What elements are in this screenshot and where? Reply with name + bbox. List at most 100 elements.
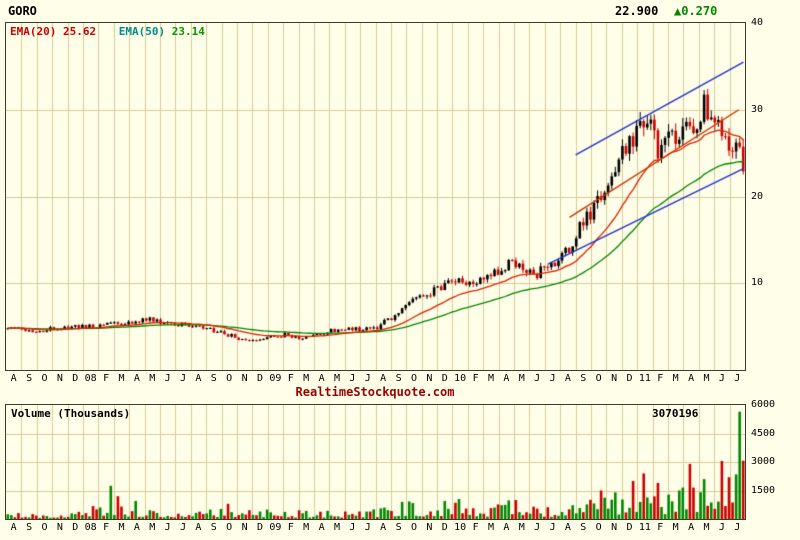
month-label: J <box>549 522 556 533</box>
month-label: 08 <box>84 522 97 533</box>
month-label: N <box>56 522 63 533</box>
month-label: A <box>503 522 510 533</box>
volume-axis-tick: 6000 <box>751 399 776 410</box>
month-label: A <box>380 522 387 533</box>
month-label: S <box>26 522 33 533</box>
month-label: J <box>718 373 725 384</box>
month-label: M <box>333 373 341 384</box>
month-label: D <box>441 522 448 533</box>
month-label: J <box>180 373 187 384</box>
month-label: S <box>210 373 217 384</box>
month-label: M <box>672 373 679 384</box>
month-label: A <box>564 373 571 384</box>
month-label: J <box>364 373 371 384</box>
volume-month-labels: A S O N D 08 F M A M J J A S O N D 09 F M A M J J A S O N D 10 F M A M J J A… <box>0 522 760 534</box>
volume-axis-tick: 3000 <box>751 456 776 467</box>
volume-chart-canvas <box>6 405 745 519</box>
month-label: M <box>118 522 125 533</box>
month-label: A <box>10 522 17 533</box>
month-label: N <box>56 373 63 384</box>
month-label: S <box>395 522 402 533</box>
month-label: F <box>103 522 110 533</box>
month-label: N <box>241 373 248 384</box>
month-label: 09 <box>269 373 282 384</box>
ema20-legend: EMA(20) 25.62 <box>10 25 96 38</box>
current-volume: 3070196 <box>652 407 699 420</box>
month-label: O <box>226 522 233 533</box>
month-label: M <box>303 522 310 533</box>
month-label: D <box>626 373 633 384</box>
month-label: F <box>657 373 664 384</box>
ema50-value: 23.14 <box>171 25 205 38</box>
month-label: A <box>195 522 202 533</box>
month-label: M <box>518 522 525 533</box>
month-label: O <box>41 373 48 384</box>
month-label: F <box>657 522 664 533</box>
price-chart-canvas <box>6 23 745 370</box>
month-label: F <box>103 373 110 384</box>
month-label: O <box>595 373 602 384</box>
price-axis-tick: 30 <box>751 104 764 115</box>
volume-axis-tick: 1500 <box>751 485 776 496</box>
month-label: A <box>503 373 510 384</box>
ema-legend: EMA(20) 25.62 EMA(50) 23.14 <box>10 25 205 38</box>
month-label: M <box>518 373 525 384</box>
ticker-symbol: GORO <box>8 4 37 18</box>
month-label: A <box>318 373 325 384</box>
volume-title: Volume (Thousands) <box>11 407 131 420</box>
month-label: J <box>534 522 541 533</box>
month-label: F <box>287 373 294 384</box>
month-label: D <box>72 522 79 533</box>
price-month-labels: A S O N D 08 F M A M J J A S O N D 09 F M A M J J A S O N D 10 F M A M J J A… <box>0 373 760 385</box>
month-label: D <box>72 373 79 384</box>
month-label: M <box>333 522 341 533</box>
month-label: A <box>688 373 695 384</box>
month-label: 10 <box>454 522 467 533</box>
month-label: J <box>349 522 356 533</box>
month-label: D <box>441 373 448 384</box>
month-label: S <box>580 522 587 533</box>
month-label: D <box>256 522 264 533</box>
month-label: J <box>734 522 741 533</box>
month-label: O <box>410 373 418 384</box>
month-label: F <box>287 522 294 533</box>
ema50-legend: EMA(50) 23.14 <box>119 25 205 38</box>
price-change: ▲0.270 <box>674 4 717 18</box>
price-axis-tick: 20 <box>751 191 764 202</box>
month-label: M <box>149 522 156 533</box>
month-label: S <box>580 373 587 384</box>
month-label: A <box>688 522 695 533</box>
last-price: 22.900 <box>615 4 659 18</box>
month-label: S <box>210 522 217 533</box>
month-label: A <box>133 373 140 384</box>
up-arrow-icon: ▲ <box>674 4 682 18</box>
month-label: J <box>164 522 171 533</box>
month-label: A <box>10 373 17 384</box>
month-label: A <box>380 373 387 384</box>
month-label: O <box>41 522 48 533</box>
month-label: N <box>241 522 248 533</box>
month-label: 09 <box>269 522 282 533</box>
price-axis-tick: 10 <box>751 277 764 288</box>
month-label: O <box>226 373 233 384</box>
month-label: F <box>472 522 479 533</box>
month-label: 11 <box>638 373 651 384</box>
month-label: M <box>118 373 125 384</box>
month-label: N <box>426 373 433 384</box>
price-axis-tick: 40 <box>751 17 764 28</box>
month-label: S <box>26 373 33 384</box>
month-label: J <box>718 522 725 533</box>
month-label: A <box>133 522 140 533</box>
month-label: S <box>395 373 402 384</box>
month-label: J <box>164 373 171 384</box>
month-label: O <box>410 522 418 533</box>
month-label: A <box>564 522 571 533</box>
month-label: A <box>318 522 325 533</box>
month-label: M <box>149 373 156 384</box>
month-label: M <box>703 522 710 533</box>
volume-chart-panel <box>5 404 746 520</box>
ema20-value: 25.62 <box>62 25 97 38</box>
ema50-label: EMA(50) <box>118 25 166 38</box>
month-label: M <box>303 373 310 384</box>
